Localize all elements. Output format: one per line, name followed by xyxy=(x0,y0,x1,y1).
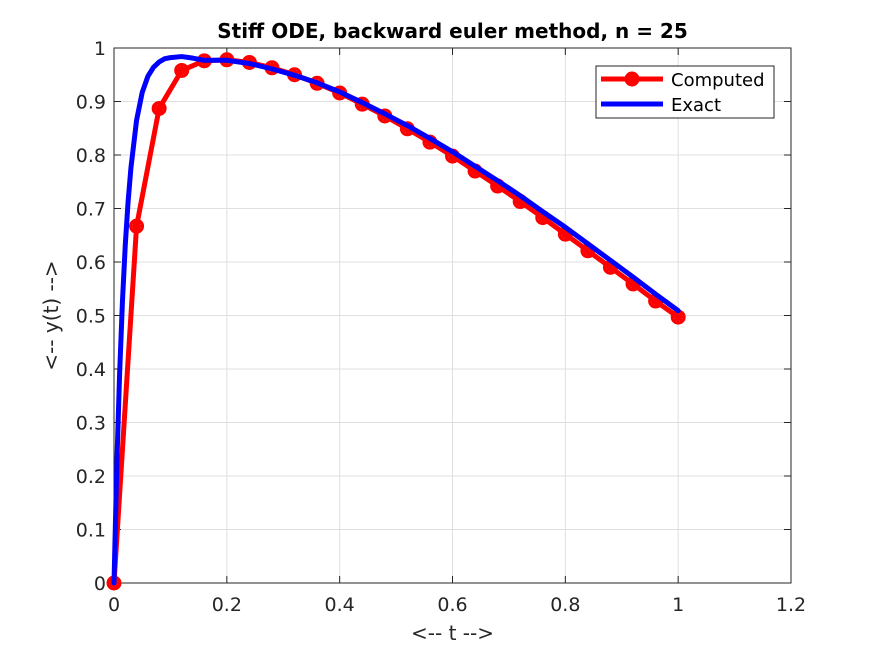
y-tick-label: 0.8 xyxy=(76,145,106,167)
y-tick-label: 0.1 xyxy=(76,520,106,542)
x-tick-label: 0.4 xyxy=(325,594,355,616)
x-tick-label: 0.2 xyxy=(212,594,242,616)
x-tick-label: 0 xyxy=(108,594,120,616)
y-tick-label: 0.3 xyxy=(76,413,106,435)
y-tick-label: 0.9 xyxy=(76,92,106,114)
series-line-exact xyxy=(111,54,681,586)
legend-label-exact: Exact xyxy=(671,95,721,116)
legend-box xyxy=(595,65,775,119)
legend-marker-computed xyxy=(624,71,640,87)
x-tick-label: 1.2 xyxy=(776,594,806,616)
y-tick-label: 0.7 xyxy=(76,199,106,221)
series-layer xyxy=(106,52,686,591)
x-tick-labels: 0 0.2 0.4 0.6 0.8 1 1.2 xyxy=(108,594,806,616)
x-axis-label: <-- t --> xyxy=(411,621,494,645)
chart-title: Stiff ODE, backward euler method, n = 25 xyxy=(217,19,688,43)
x-tick-label: 1 xyxy=(672,594,684,616)
x-tick-label: 0.6 xyxy=(437,594,467,616)
y-tick-label: 0.5 xyxy=(76,306,106,328)
y-tick-label: 0 xyxy=(94,573,106,595)
data-point-computed xyxy=(129,218,145,234)
legend: Computed Exact xyxy=(595,65,775,119)
legend-marker-glyph xyxy=(624,71,640,87)
y-axis-label: <-- y(t) --> xyxy=(39,260,63,370)
y-tick-label: 0.2 xyxy=(76,466,106,488)
y-tick-label: 0.6 xyxy=(76,252,106,274)
y-tick-label: 1 xyxy=(94,38,106,60)
data-point-computed xyxy=(174,62,190,78)
x-tick-label: 0.8 xyxy=(550,594,580,616)
y-tick-label: 0.4 xyxy=(76,359,106,381)
y-tick-labels: 0 0.1 0.2 0.3 0.4 0.5 0.6 0.7 0.8 0.9 1 xyxy=(76,38,106,595)
data-point-computed xyxy=(151,100,167,116)
legend-label-computed: Computed xyxy=(671,70,765,91)
